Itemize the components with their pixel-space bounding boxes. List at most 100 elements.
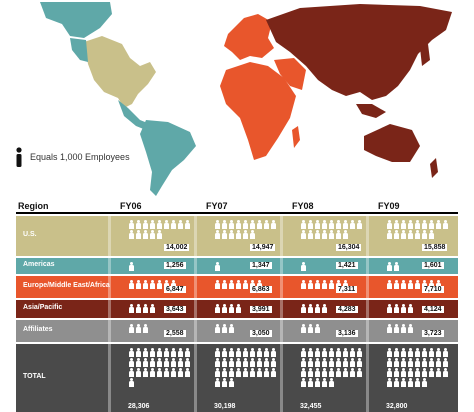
person-icon <box>328 368 334 377</box>
person-icon <box>407 280 413 289</box>
person-icon <box>214 358 220 367</box>
legend: Equals 1,000 Employees <box>16 146 130 168</box>
person-icon <box>270 348 276 357</box>
cell-value: 16,304 <box>336 244 362 251</box>
employee-icons <box>128 324 190 333</box>
person-icon <box>356 358 362 367</box>
person-icon <box>314 324 320 333</box>
person-icon <box>249 230 255 239</box>
person-icon <box>128 304 134 313</box>
column-separator <box>108 320 111 342</box>
person-icon <box>428 220 434 229</box>
person-icon <box>400 304 406 313</box>
person-icon <box>307 304 313 313</box>
person-icon <box>421 230 427 239</box>
table-cell: 2,558 <box>108 320 194 342</box>
person-icon <box>135 304 141 313</box>
person-icon <box>414 280 420 289</box>
person-icon <box>428 348 434 357</box>
person-icon <box>314 378 320 387</box>
person-icon <box>128 348 134 357</box>
employee-icons <box>214 220 276 239</box>
person-icon <box>307 280 313 289</box>
person-icon <box>393 324 399 333</box>
employee-icons <box>214 304 276 313</box>
employee-icons <box>386 220 448 239</box>
person-icon <box>135 348 141 357</box>
map-middle-east <box>274 58 306 90</box>
person-icon <box>335 220 341 229</box>
column-separator <box>366 320 369 342</box>
cell-value: 3,050 <box>250 330 272 337</box>
person-icon <box>307 348 313 357</box>
person-icon <box>407 220 413 229</box>
person-icon <box>442 368 448 377</box>
person-icon <box>386 378 392 387</box>
person-icon <box>249 358 255 367</box>
table-row: Americas 1,256 1,347 1,421 1,601 <box>16 258 458 274</box>
person-icon <box>170 220 176 229</box>
person-icon <box>263 220 269 229</box>
table-cell: 7,311 <box>280 276 366 298</box>
person-icon <box>314 280 320 289</box>
person-icon <box>400 348 406 357</box>
cell-value: 3,723 <box>422 330 444 337</box>
person-icon <box>214 368 220 377</box>
column-separator <box>366 216 369 256</box>
person-icon <box>135 230 141 239</box>
person-icon <box>228 220 234 229</box>
employee-icons <box>214 262 276 271</box>
person-icon <box>328 220 334 229</box>
header-fy09: FY09 <box>378 201 400 211</box>
person-icon <box>149 230 155 239</box>
person-icon <box>414 230 420 239</box>
person-icon <box>435 220 441 229</box>
table-cell: 3,723 <box>366 320 452 342</box>
person-icon <box>263 368 269 377</box>
table-cell: 6,847 <box>108 276 194 298</box>
person-icon <box>270 220 276 229</box>
person-icon <box>300 262 306 271</box>
person-icon <box>228 304 234 313</box>
person-icon <box>149 280 155 289</box>
person-icon <box>421 220 427 229</box>
person-icon <box>393 304 399 313</box>
person-icon <box>386 280 392 289</box>
employee-icons <box>128 348 190 387</box>
column-separator <box>194 216 197 256</box>
person-icon <box>128 378 134 387</box>
person-icon <box>421 378 427 387</box>
map-africa <box>220 62 296 160</box>
employee-icons <box>128 262 190 271</box>
person-icon <box>221 304 227 313</box>
person-icon <box>393 358 399 367</box>
person-icon <box>256 368 262 377</box>
person-icon <box>300 378 306 387</box>
cell-value: 4,283 <box>336 306 358 313</box>
person-icon <box>414 348 420 357</box>
person-icon <box>128 220 134 229</box>
person-icon <box>128 230 134 239</box>
person-icon <box>214 220 220 229</box>
person-icon <box>349 358 355 367</box>
person-icon <box>386 230 392 239</box>
map-europe <box>224 14 274 60</box>
employee-icons <box>386 304 448 313</box>
employee-icons <box>214 324 276 333</box>
person-icon <box>214 304 220 313</box>
cell-value: 2,558 <box>164 330 186 337</box>
person-icon <box>128 368 134 377</box>
person-icon <box>442 220 448 229</box>
person-icon <box>400 368 406 377</box>
person-icon <box>435 358 441 367</box>
employee-table: Region FY06 FY07 FY08 FY09 U.S. 14,002 14,… <box>16 198 458 412</box>
person-icon <box>414 220 420 229</box>
person-icon <box>221 220 227 229</box>
person-icon <box>407 348 413 357</box>
person-icon <box>163 220 169 229</box>
table-cell: 16,304 <box>280 216 366 256</box>
person-icon <box>135 358 141 367</box>
person-icon <box>400 230 406 239</box>
person-icon <box>135 368 141 377</box>
person-icon <box>342 368 348 377</box>
